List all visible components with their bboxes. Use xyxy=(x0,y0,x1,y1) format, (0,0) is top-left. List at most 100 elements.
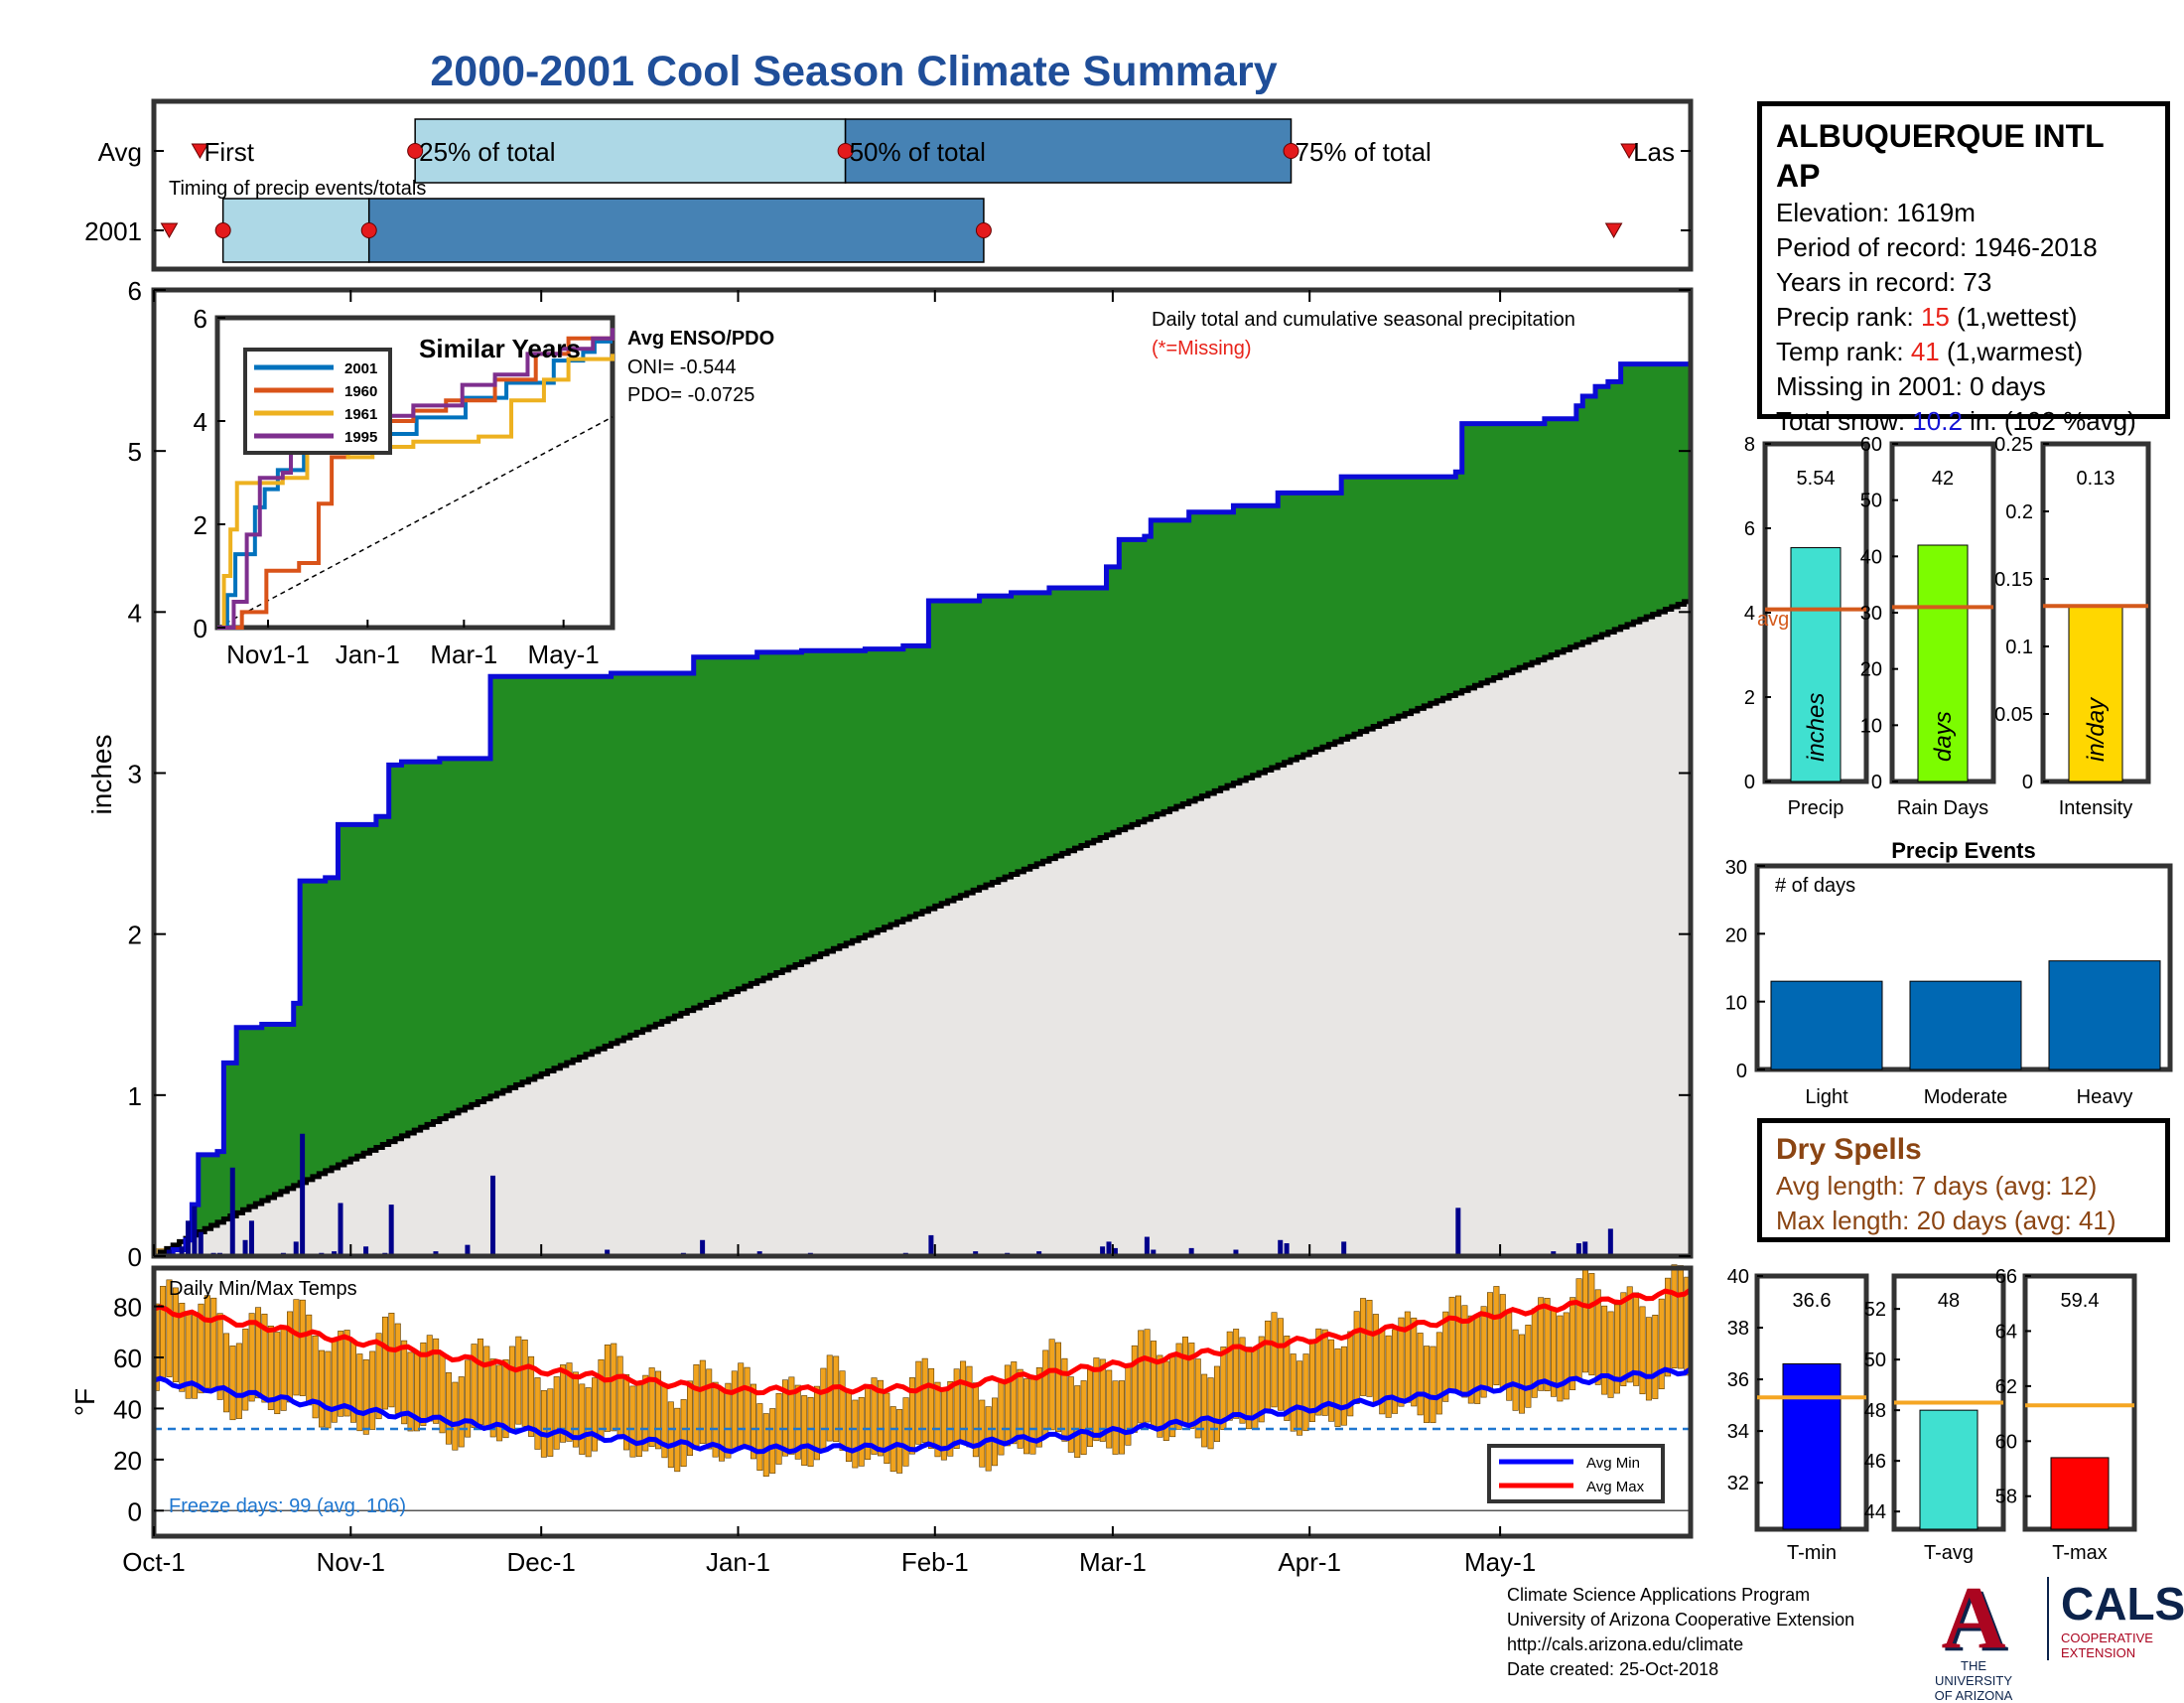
precip-ytick-label-4: 4 xyxy=(128,598,142,628)
precip-ytick-label-2: 2 xyxy=(128,921,142,950)
daily-temp-bar-91 xyxy=(731,1370,738,1452)
page-title: 2000-2001 Cool Season Climate Summary xyxy=(430,48,1278,95)
total-ytick-label-2-1: 0.05 xyxy=(1994,704,2033,726)
daily-temp-bar-87 xyxy=(706,1368,713,1450)
total-ytick-label-1-4: 40 xyxy=(1860,546,1882,568)
daily-temp-bar-122 xyxy=(928,1367,935,1449)
daily-temp-bar-215 xyxy=(1518,1334,1525,1414)
temp-total-ytick-label-2-2: 62 xyxy=(1995,1376,2017,1398)
daily-temp-bar-118 xyxy=(902,1397,909,1467)
daily-temp-bar-234 xyxy=(1639,1306,1646,1395)
precip-ytick-label-5: 5 xyxy=(128,437,142,467)
temp-total-ytick-label-1-4: 52 xyxy=(1864,1299,1886,1321)
total-value-label-1: 42 xyxy=(1932,468,1954,490)
avg-max-temp-line xyxy=(153,1287,1693,1396)
daily-precip-bar-36 xyxy=(1144,1236,1150,1256)
event-xlabel-0: Light xyxy=(1805,1086,1848,1108)
inset-average-line xyxy=(216,416,614,629)
xtick-label-6: Apr-1 xyxy=(1278,1547,1341,1577)
daily-temp-bar-174 xyxy=(1258,1336,1265,1423)
daily-temp-bar-151 xyxy=(1112,1380,1119,1455)
daily-temp-bar-166 xyxy=(1207,1377,1214,1450)
precip-rank: Precip rank: 15 (1,wettest) xyxy=(1776,300,2151,335)
precip-ytick-label-6: 6 xyxy=(128,276,142,306)
events-ylabel: # of days xyxy=(1775,875,1855,897)
daily-temp-bar-211 xyxy=(1493,1286,1500,1385)
daily-temp-bar-142 xyxy=(1055,1342,1062,1433)
cals-line-1: COOPERATIVE xyxy=(2061,1631,2153,1645)
event-bar-0 xyxy=(1770,980,1883,1070)
ua-line-1: THE UNIVERSITY xyxy=(1934,1658,2012,1688)
snow-label: Total snow: xyxy=(1776,406,1913,436)
precip-ytick-label-1: 1 xyxy=(128,1081,142,1111)
temp-total-value-2: 59.4 xyxy=(2061,1290,2100,1312)
daily-temp-bar-52 xyxy=(483,1346,490,1430)
footer-line-4: Date created: 25-Oct-2018 xyxy=(1507,1659,1719,1679)
daily-temp-bar-134 xyxy=(1004,1364,1011,1447)
daily-temp-bar-194 xyxy=(1385,1335,1392,1418)
temp-ylabel: °F xyxy=(69,1388,100,1416)
total-ytick-label-2-4: 0.2 xyxy=(2005,501,2033,523)
daily-temp-bar-35 xyxy=(375,1333,382,1420)
temp-total-ytick-label-0-0: 32 xyxy=(1727,1473,1749,1494)
daily-temp-bar-68 xyxy=(585,1387,592,1458)
average-precip-area xyxy=(154,599,1691,1256)
daily-temp-bar-176 xyxy=(1271,1312,1278,1408)
precip-rank-note: (1,wettest) xyxy=(1949,302,2078,332)
avg-timing-triangle-0 xyxy=(191,143,209,160)
average-cumulative-line xyxy=(154,599,1694,1259)
daily-temp-bar-64 xyxy=(560,1364,567,1443)
daily-precip-bar-47 xyxy=(1607,1228,1613,1256)
precip-ytick-label-0: 0 xyxy=(128,1242,142,1272)
station-years: Years in record: 73 xyxy=(1776,267,1992,297)
total-unit-label-1: days xyxy=(1930,711,1957,762)
total-ytick-label-0-3: 6 xyxy=(1744,518,1755,540)
total-ytick-label-2-3: 0.15 xyxy=(1994,569,2033,591)
temp-total-ytick-label-0-1: 34 xyxy=(1727,1421,1749,1443)
daily-temp-bar-40 xyxy=(407,1351,414,1432)
daily-temp-bar-15 xyxy=(248,1313,255,1402)
daily-temp-bar-14 xyxy=(242,1328,249,1411)
daily-temp-bar-12 xyxy=(229,1346,236,1421)
daily-temp-bar-42 xyxy=(420,1342,427,1426)
daily-precip-bar-16 xyxy=(363,1246,369,1256)
y2001-timing-triangle-1 xyxy=(1604,222,1623,239)
daily-temp-bar-235 xyxy=(1645,1317,1652,1401)
daily-temp-bar-231 xyxy=(1620,1292,1627,1387)
temp-total-ytick-label-1-2: 48 xyxy=(1864,1400,1886,1422)
inset-ytick-label-1: 2 xyxy=(194,510,207,540)
daily-temp-bar-165 xyxy=(1201,1373,1208,1448)
daily-temp-bar-59 xyxy=(528,1355,535,1437)
daily-temp-bar-230 xyxy=(1613,1304,1620,1394)
daily-temp-bar-132 xyxy=(992,1397,999,1467)
cumulative-precip-line xyxy=(154,361,1691,1259)
daily-temp-bar-168 xyxy=(1220,1347,1227,1431)
inset-ytick-label-3: 6 xyxy=(194,304,207,334)
daily-temp-bar-101 xyxy=(794,1384,801,1460)
event-ytick-label-0: 0 xyxy=(1736,1061,1747,1082)
daily-temp-bar-181 xyxy=(1302,1353,1309,1432)
total-ytick-label-0-1: 2 xyxy=(1744,687,1755,709)
daily-temp-bar-117 xyxy=(896,1409,903,1474)
temp-total-bar-1 xyxy=(1919,1409,1979,1530)
daily-temp-bar-185 xyxy=(1328,1339,1335,1422)
station-elevation: Elevation: 1619m xyxy=(1776,198,1976,227)
daily-temp-bar-74 xyxy=(623,1373,630,1451)
daily-temp-bar-130 xyxy=(979,1399,986,1468)
daily-temp-bar-1 xyxy=(160,1285,167,1381)
daily-temp-bar-37 xyxy=(388,1313,395,1408)
daily-temp-bar-171 xyxy=(1239,1337,1246,1424)
daily-temp-bar-72 xyxy=(611,1343,617,1432)
snow-value: 10.2 xyxy=(1912,406,1963,436)
daily-temp-bar-25 xyxy=(312,1335,319,1419)
timing-row-label-avg: Avg xyxy=(98,137,142,167)
inset-legend-label-1: 1960 xyxy=(344,383,377,400)
daily-temp-bar-54 xyxy=(496,1364,503,1442)
inset-title: Similar Years xyxy=(419,334,581,363)
daily-temp-bar-158 xyxy=(1157,1354,1163,1438)
daily-temp-bar-81 xyxy=(667,1401,674,1469)
daily-temp-bar-48 xyxy=(458,1376,465,1448)
daily-temp-bar-112 xyxy=(865,1385,872,1460)
daily-temp-bar-78 xyxy=(648,1367,655,1447)
daily-temp-bar-210 xyxy=(1487,1292,1494,1389)
